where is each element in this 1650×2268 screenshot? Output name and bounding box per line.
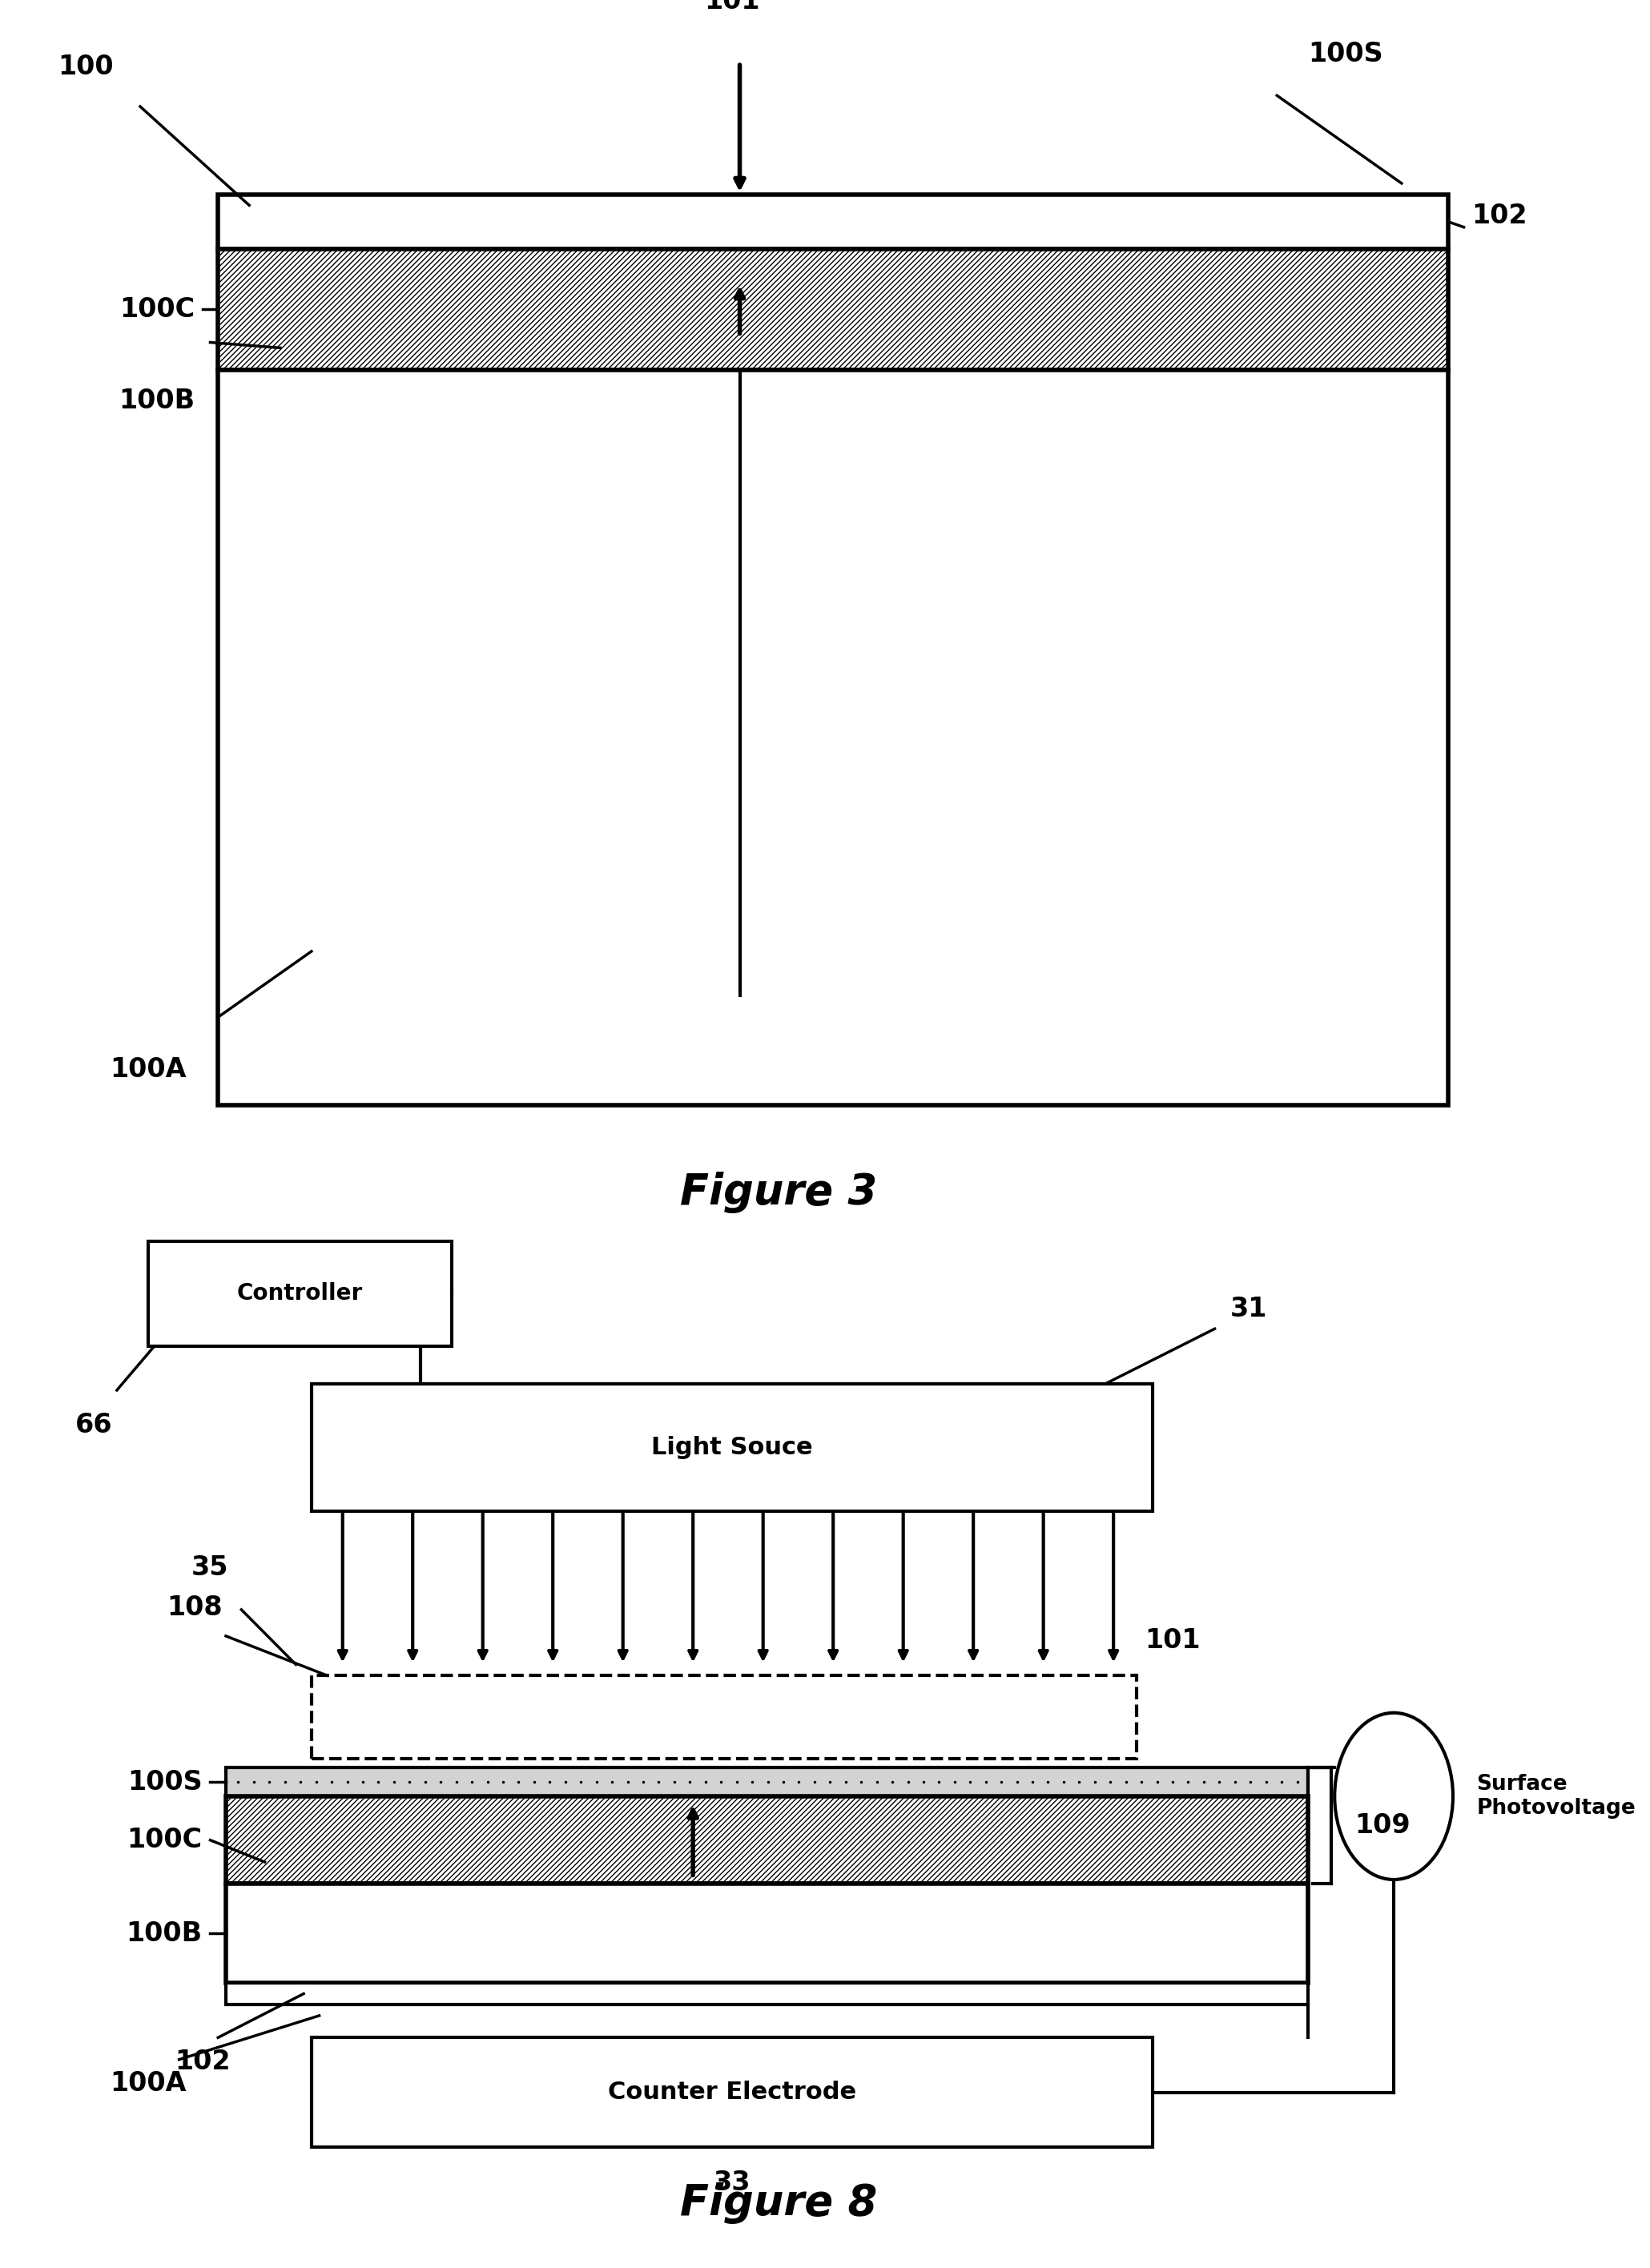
Text: 100: 100 [58,54,114,79]
Text: 100B: 100B [127,1921,203,1946]
Text: 100B: 100B [119,388,195,413]
Text: 101: 101 [705,0,759,14]
Text: 66: 66 [74,1413,112,1438]
Text: 100S: 100S [1308,41,1383,68]
Bar [226,1767,1308,1796]
Circle shape [1335,1712,1454,1880]
Bar [226,1885,1308,1982]
Text: Surface
Photovoltage: Surface Photovoltage [1477,1774,1635,1819]
Bar [312,1383,1152,1510]
Text: 100C: 100C [119,297,195,322]
Bar [218,370,1449,1105]
Bar [312,2037,1152,2148]
Bar [226,1982,1308,2005]
Text: 109: 109 [1355,1812,1411,1839]
Text: Figure 3: Figure 3 [680,1173,878,1213]
Text: 100S: 100S [127,1769,203,1796]
Text: Light Souce: Light Souce [652,1436,813,1458]
Text: 33: 33 [713,2168,751,2195]
Text: 102: 102 [1472,204,1528,229]
Text: Counter Electrode: Counter Electrode [607,2080,856,2105]
Text: 102: 102 [175,2048,231,2075]
Text: Controller: Controller [238,1281,363,1304]
Bar [312,1676,1137,1760]
Bar [226,1796,1308,1885]
Text: 101: 101 [1145,1626,1200,1653]
Bar [218,249,1449,370]
Text: 100A: 100A [109,1057,186,1084]
Text: Figure 8: Figure 8 [680,2182,878,2225]
Bar [148,1241,452,1347]
Bar [218,195,1449,249]
Text: 35: 35 [191,1556,229,1581]
Text: 31: 31 [1231,1295,1267,1322]
Text: 108: 108 [167,1594,223,1622]
Text: 100C: 100C [127,1828,203,1853]
Text: 100A: 100A [109,2071,186,2098]
